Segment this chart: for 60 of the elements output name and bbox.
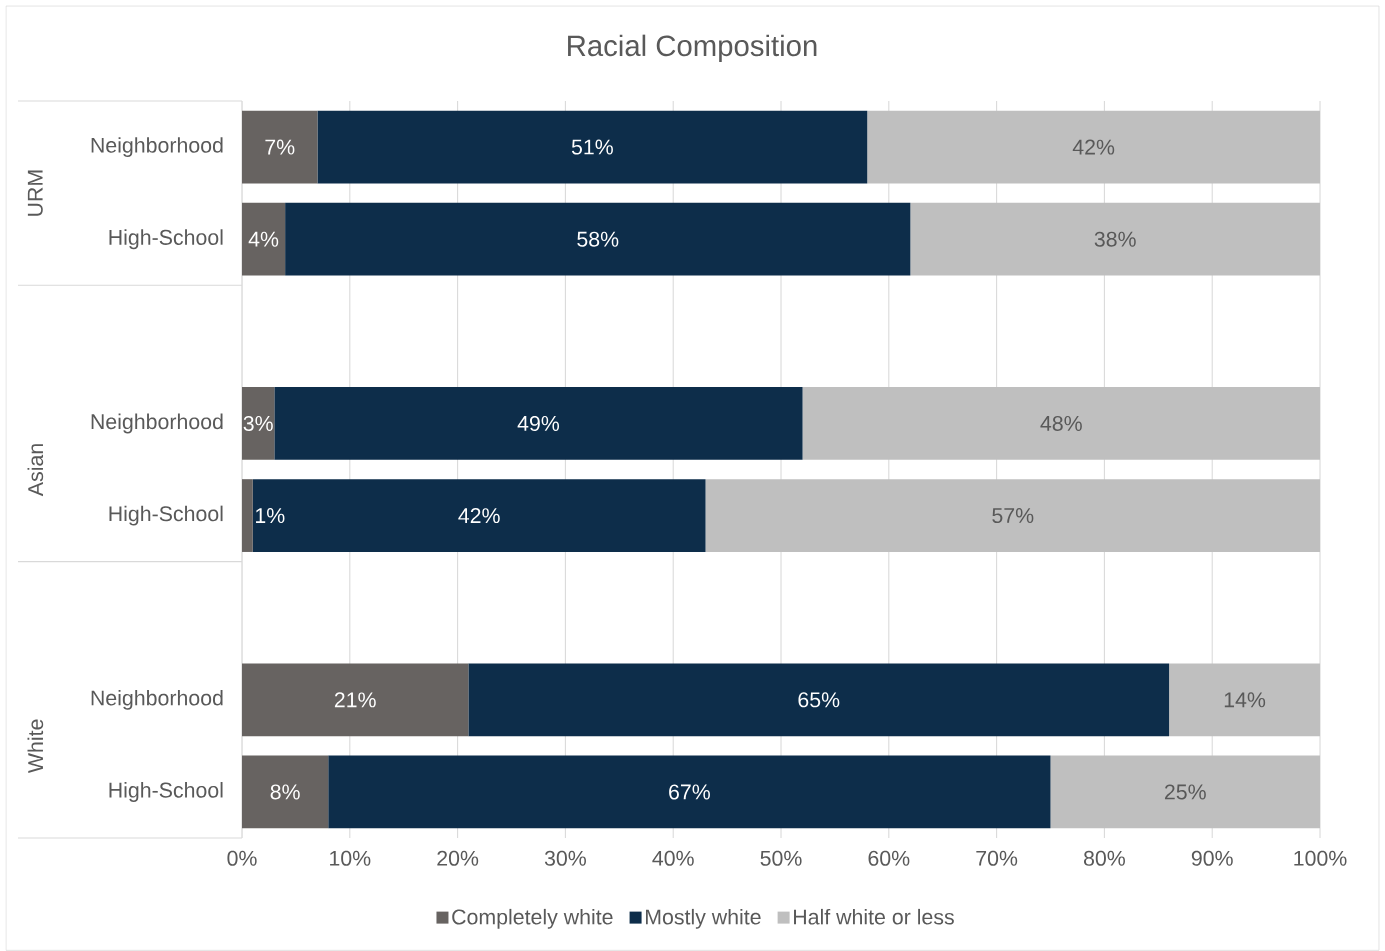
bar xyxy=(867,110,1321,184)
bar xyxy=(910,202,1321,276)
data-label: 65% xyxy=(798,692,840,708)
bar xyxy=(274,387,803,460)
bar xyxy=(242,755,329,829)
data-label: 1% xyxy=(256,508,285,524)
bar xyxy=(1050,755,1321,829)
data-label: 21% xyxy=(334,692,376,708)
x-tick-label: 40% xyxy=(652,850,694,866)
x-tick-label: 50% xyxy=(760,850,802,866)
bar xyxy=(285,202,911,276)
data-label: 7% xyxy=(265,139,295,155)
bar xyxy=(468,663,1170,737)
data-label: 48% xyxy=(1040,415,1082,431)
x-tick-label: 10% xyxy=(330,850,371,866)
data-label: 57% xyxy=(992,508,1034,524)
data-label: 8% xyxy=(270,784,300,800)
data-label: 58% xyxy=(577,231,619,247)
x-tick-label: 30% xyxy=(544,850,586,866)
bar xyxy=(242,387,275,460)
legend-label: Mostly white xyxy=(645,908,761,929)
x-tick-label: 20% xyxy=(437,850,479,866)
bar xyxy=(317,110,868,184)
data-label: 42% xyxy=(1072,139,1115,155)
text: Asian xyxy=(27,444,44,497)
chart-title: Racial Composition xyxy=(568,34,817,62)
data-label: 25% xyxy=(1164,784,1206,800)
x-tick-label: 100% xyxy=(1294,850,1347,866)
data-label: 4% xyxy=(248,231,279,247)
bar xyxy=(242,663,469,737)
data-label: 42% xyxy=(458,508,500,524)
text: URM xyxy=(27,170,43,216)
data-label: 14% xyxy=(1224,692,1266,708)
bar xyxy=(328,755,1051,829)
y-tick-label: High-School xyxy=(109,505,223,526)
x-tick-label: 0% xyxy=(227,850,257,866)
y-tick-label: High-School xyxy=(109,229,223,250)
bar xyxy=(1169,663,1321,737)
data-label: 38% xyxy=(1094,231,1136,247)
x-tick-label: 80% xyxy=(1083,850,1125,866)
bar xyxy=(242,479,253,552)
y-tick-label: Neighborhood xyxy=(91,413,223,434)
bar xyxy=(705,479,1321,552)
legend-label: Half white or less xyxy=(794,908,954,925)
data-label: 3% xyxy=(243,415,273,431)
bar xyxy=(242,110,318,184)
x-tick-label: 90% xyxy=(1191,850,1233,866)
bar xyxy=(242,202,286,276)
text: White xyxy=(27,719,44,774)
data-label: 49% xyxy=(517,415,560,431)
x-tick-label: 60% xyxy=(868,850,910,866)
y-tick-label: Neighborhood xyxy=(91,689,223,710)
data-label: 67% xyxy=(669,784,710,800)
x-tick-label: 70% xyxy=(976,850,1018,866)
bar xyxy=(802,387,1321,460)
y-tick-label: Neighborhood xyxy=(91,137,223,158)
bar xyxy=(252,479,706,552)
legend-label: Completely white xyxy=(452,908,613,929)
data-label: 51% xyxy=(571,139,613,155)
y-tick-label: High-School xyxy=(109,782,223,802)
